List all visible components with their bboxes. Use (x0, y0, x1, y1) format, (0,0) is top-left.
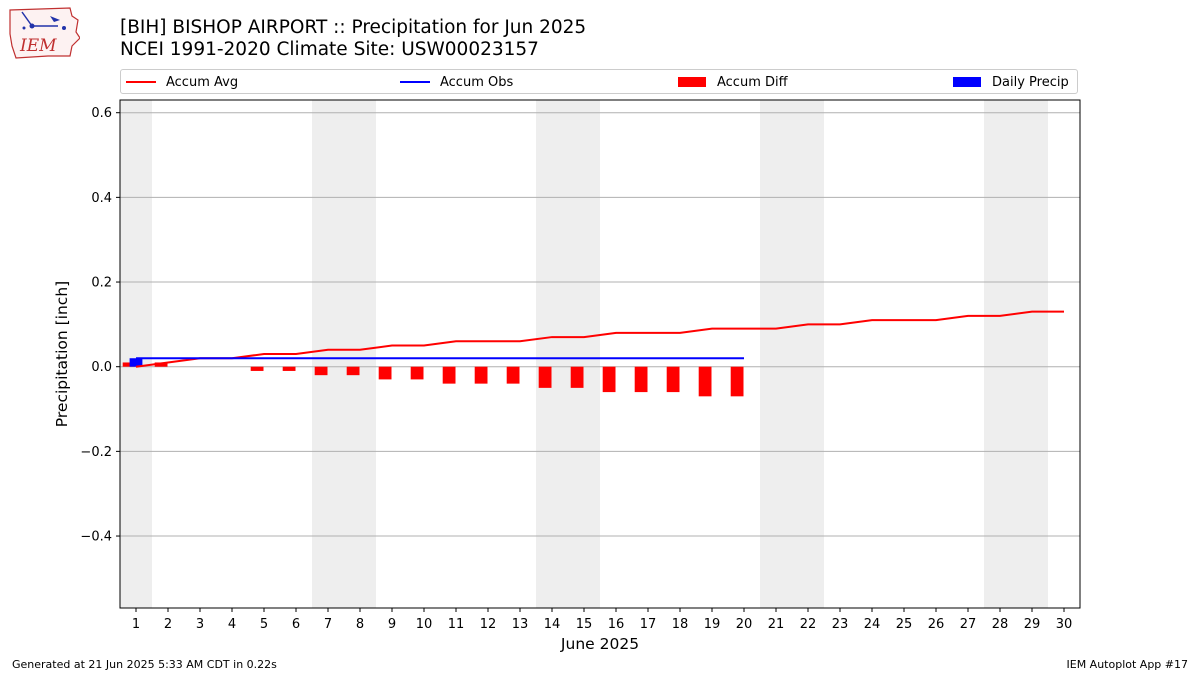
weekend-shade-day-22 (792, 100, 824, 608)
ytick-label-0: −0.4 (80, 530, 112, 545)
xtick-label-18: 18 (672, 617, 689, 632)
accum-diff-bar-day-14 (538, 366, 552, 388)
accum-avg-line (135, 310, 1064, 368)
x-axis-label: June 2025 (560, 635, 639, 653)
accum-diff-bar-day-9 (378, 366, 392, 380)
ytick-label-5: 0.6 (91, 106, 112, 121)
legend-swatch-accum-diff (678, 77, 706, 87)
legend-item-daily-precip: Daily Precip (953, 74, 1069, 90)
weekend-shade-day-28 (984, 100, 1016, 608)
weekend-shade-day-8 (344, 100, 376, 608)
xtick-label-26: 26 (928, 617, 945, 632)
xtick-label-10: 10 (416, 617, 433, 632)
plot-frame (119, 99, 1081, 609)
xtick-label-5: 5 (260, 617, 268, 632)
daily-precip-bar-day-1 (129, 358, 143, 367)
xtick-label-13: 13 (512, 617, 529, 632)
xtick-label-14: 14 (544, 617, 561, 632)
xtick-label-6: 6 (292, 617, 300, 632)
accum-diff-bar-day-12 (474, 366, 488, 384)
accum-diff-bar-day-13 (506, 366, 520, 384)
accum-diff-bar-day-5 (250, 366, 264, 371)
xtick-label-1: 1 (132, 617, 140, 632)
xtick-label-27: 27 (960, 617, 977, 632)
accum-diff-bar-day-1 (122, 362, 136, 367)
chart-legend: Accum Avg Accum Obs Accum Diff Daily Pre… (120, 69, 1078, 94)
y-axis-label: Precipitation [inch] (53, 281, 71, 427)
ytick-label-1: −0.2 (80, 445, 112, 460)
weekend-shade-day-14 (536, 100, 568, 608)
xtick-label-15: 15 (576, 617, 593, 632)
legend-item-accum-diff: Accum Diff (678, 74, 788, 90)
legend-swatch-daily-precip (953, 77, 981, 87)
weekend-shade-day-1 (120, 100, 152, 608)
xtick-label-16: 16 (608, 617, 625, 632)
ytick-label-2: 0.0 (91, 360, 112, 375)
footer-app-id: IEM Autoplot App #17 (1066, 658, 1189, 671)
xtick-label-4: 4 (228, 617, 236, 632)
xtick-label-9: 9 (388, 617, 396, 632)
weekend-shade-day-21 (760, 100, 792, 608)
weekend-shade-day-15 (568, 100, 600, 608)
accum-diff-bar-day-18 (666, 366, 680, 393)
weekend-shade-day-29 (1016, 100, 1048, 608)
xtick-label-29: 29 (1024, 617, 1041, 632)
xtick-label-22: 22 (800, 617, 817, 632)
xtick-label-8: 8 (356, 617, 364, 632)
legend-item-accum-avg: Accum Avg (126, 74, 238, 90)
xtick-label-2: 2 (164, 617, 172, 632)
title-line-1: [BIH] BISHOP AIRPORT :: Precipitation fo… (120, 17, 587, 38)
accum-diff-bar-day-8 (346, 366, 360, 376)
iem-logo: IEM (8, 6, 81, 60)
xtick-label-12: 12 (480, 617, 497, 632)
accum-diff-bar-day-10 (410, 366, 424, 380)
accum-diff-bar-day-20 (730, 366, 744, 397)
chart-title: [BIH] BISHOP AIRPORT :: Precipitation fo… (120, 17, 586, 61)
legend-label-accum-diff: Accum Diff (717, 74, 788, 90)
xtick-label-23: 23 (832, 617, 849, 632)
xtick-label-3: 3 (196, 617, 204, 632)
xtick-label-19: 19 (704, 617, 721, 632)
legend-label-accum-obs: Accum Obs (440, 74, 514, 90)
xtick-label-25: 25 (896, 617, 913, 632)
xtick-label-28: 28 (992, 617, 1009, 632)
legend-swatch-accum-obs (400, 81, 430, 83)
accum-diff-bar-day-17 (634, 366, 648, 393)
accum-diff-bar-day-2 (154, 362, 168, 367)
ytick-label-3: 0.2 (91, 276, 112, 291)
xtick-label-21: 21 (768, 617, 785, 632)
legend-item-accum-obs: Accum Obs (400, 74, 513, 90)
footer-generated: Generated at 21 Jun 2025 5:33 AM CDT in … (12, 658, 277, 671)
accum-diff-bar-day-11 (442, 366, 456, 384)
xtick-label-30: 30 (1056, 617, 1073, 632)
logo-text: IEM (19, 36, 57, 56)
legend-label-accum-avg: Accum Avg (166, 74, 239, 90)
xtick-label-17: 17 (640, 617, 657, 632)
title-line-2: NCEI 1991-2020 Climate Site: USW00023157 (120, 39, 539, 60)
xtick-label-20: 20 (736, 617, 753, 632)
accum-diff-bar-day-16 (602, 366, 616, 393)
weekend-shade-day-7 (312, 100, 344, 608)
accum-diff-bar-day-7 (314, 366, 328, 376)
xtick-label-24: 24 (864, 617, 881, 632)
accum-diff-bar-day-6 (282, 366, 296, 371)
legend-swatch-accum-avg (126, 81, 156, 83)
legend-label-daily-precip: Daily Precip (992, 74, 1069, 90)
accum-diff-bar-day-19 (698, 366, 712, 397)
accum-diff-bar-day-15 (570, 366, 584, 388)
ytick-label-4: 0.4 (91, 191, 112, 206)
xtick-label-7: 7 (324, 617, 332, 632)
xtick-label-11: 11 (448, 617, 465, 632)
